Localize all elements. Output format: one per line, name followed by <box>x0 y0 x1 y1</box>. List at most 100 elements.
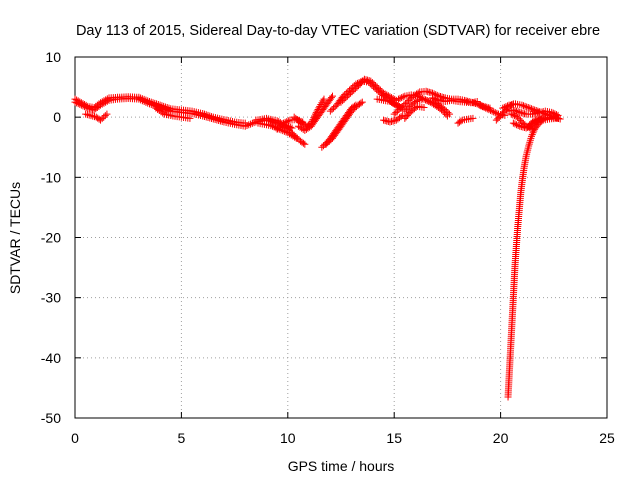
data-point <box>103 110 111 118</box>
data-point <box>384 92 392 100</box>
data-point <box>317 101 325 109</box>
data-point <box>337 98 345 106</box>
data-point <box>499 109 507 117</box>
data-point <box>514 108 522 116</box>
data-point <box>477 102 485 110</box>
data-point <box>509 111 517 119</box>
data-point <box>370 80 378 88</box>
data-point <box>518 101 526 109</box>
data-point <box>392 101 400 109</box>
data-point <box>283 118 291 126</box>
data-point <box>77 99 85 107</box>
data-point <box>398 94 406 102</box>
data-point <box>280 119 288 127</box>
data-point <box>509 119 517 127</box>
data-point <box>135 93 143 101</box>
x-tick-label: 15 <box>386 430 402 446</box>
data-point <box>394 95 402 103</box>
data-point <box>288 124 296 132</box>
data-point <box>149 99 157 107</box>
data-point <box>473 98 481 106</box>
data-point <box>340 95 348 103</box>
data-point <box>76 98 84 106</box>
x-tick-label: 25 <box>599 430 615 446</box>
x-tick-label: 20 <box>493 430 509 446</box>
data-point <box>515 115 523 123</box>
data-point <box>390 110 398 118</box>
data-point <box>529 129 537 137</box>
data-point <box>439 107 447 115</box>
data-point <box>396 94 404 102</box>
data-point <box>339 97 347 105</box>
data-point <box>206 112 214 120</box>
data-point <box>516 116 524 124</box>
data-point <box>402 106 410 114</box>
data-point <box>318 99 326 107</box>
y-tick-label: 0 <box>53 109 61 125</box>
data-point <box>510 112 518 120</box>
data-point <box>301 140 309 148</box>
data-point <box>160 102 168 110</box>
data-point <box>87 112 95 120</box>
data-point <box>397 104 405 112</box>
data-point <box>491 109 499 117</box>
data-point <box>350 86 358 94</box>
data-point <box>186 114 194 122</box>
data-point <box>433 96 441 104</box>
data-point <box>526 136 534 144</box>
data-point <box>73 96 81 104</box>
data-point <box>442 110 450 118</box>
data-point <box>140 95 148 103</box>
data-point <box>519 102 527 110</box>
y-tick-label: 10 <box>45 49 61 65</box>
data-point <box>412 98 420 106</box>
data-point <box>499 104 507 112</box>
data-point <box>420 95 428 103</box>
data-point <box>97 116 105 124</box>
data-point <box>325 137 333 145</box>
data-point <box>504 102 512 110</box>
x-tick-labels: 0 5 10 15 20 25 <box>71 430 615 446</box>
data-point <box>348 107 356 115</box>
data-point <box>351 104 359 112</box>
data-point <box>373 83 381 91</box>
data-point <box>348 88 356 96</box>
data-point <box>485 106 493 114</box>
data-point <box>100 113 108 121</box>
data-point <box>357 99 365 107</box>
data-point <box>275 124 283 132</box>
data-point <box>320 95 328 103</box>
data-point <box>422 96 430 104</box>
y-axis-label: SDTVAR / TECUs <box>7 182 23 294</box>
data-point <box>469 114 477 122</box>
data-point <box>368 79 376 87</box>
data-point <box>392 109 400 117</box>
data-point <box>480 103 488 111</box>
data-point <box>273 117 281 125</box>
data-point <box>154 101 162 109</box>
data-point <box>482 104 490 112</box>
data-point <box>527 105 535 113</box>
data-point <box>529 118 537 126</box>
data-point <box>475 101 483 109</box>
data-point <box>165 104 173 112</box>
data-point <box>383 91 391 99</box>
data-point <box>401 100 409 108</box>
data-point <box>282 128 290 136</box>
x-axis-label: GPS time / hours <box>288 458 395 474</box>
data-point <box>267 122 275 130</box>
data-point <box>391 100 399 108</box>
data-point <box>376 86 384 94</box>
data-point <box>425 97 433 105</box>
data-point <box>429 94 437 102</box>
data-point <box>153 100 161 108</box>
data-point <box>200 110 208 118</box>
data-point <box>381 90 389 98</box>
data-point <box>299 139 307 147</box>
data-points <box>71 75 564 401</box>
data-point <box>479 103 487 111</box>
data-point <box>526 104 534 112</box>
data-point <box>514 121 522 129</box>
data-point <box>400 101 408 109</box>
